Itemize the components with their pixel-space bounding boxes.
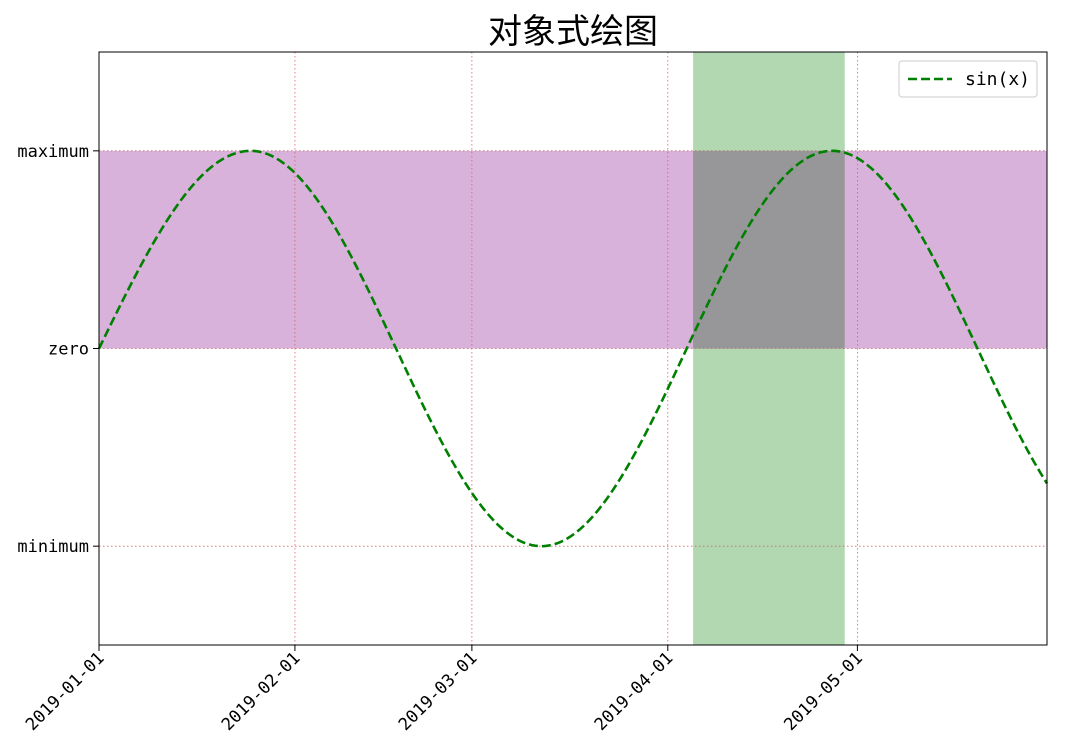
- x-tick-label: 2019-05-01: [780, 648, 867, 735]
- x-tick-label: 2019-03-01: [395, 648, 482, 735]
- plot-area: 2019-01-01 2019-02-01 2019-03-01 2019-04-01…: [17, 51, 1049, 735]
- legend-box: [898, 60, 1038, 98]
- legend-label: sin(x): [965, 69, 1030, 90]
- horizontal-span: [99, 150, 1047, 349]
- chart-title: 对象式绘图: [488, 12, 658, 52]
- y-tick-label: minimum: [17, 537, 89, 557]
- series-line-sin: [97, 149, 1049, 548]
- x-tick-label: 2019-01-01: [22, 648, 109, 735]
- x-tick-label: 2019-04-01: [591, 648, 678, 735]
- x-tick-label: 2019-02-01: [218, 648, 305, 735]
- legend: sin(x): [898, 60, 1038, 98]
- y-tick-label: maximum: [17, 142, 89, 162]
- y-tick-label: zero: [48, 340, 89, 360]
